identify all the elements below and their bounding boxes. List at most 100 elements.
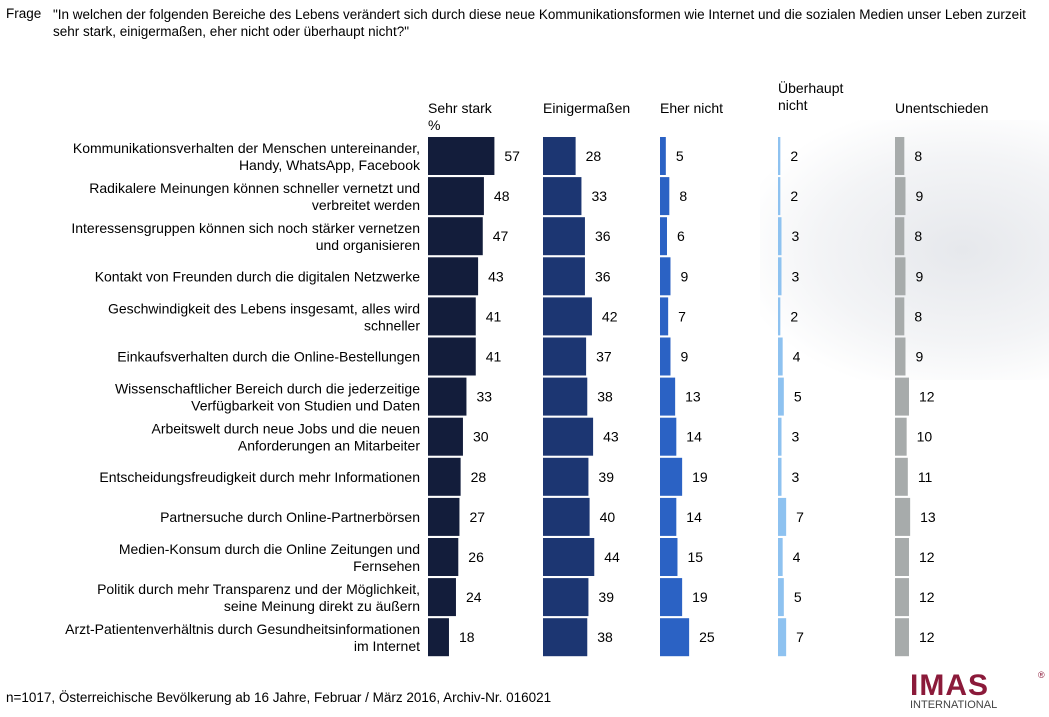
data-label: 9 [680, 268, 688, 284]
bar [778, 377, 784, 416]
footer-note: n=1017, Österreichische Bevölkerung ab 1… [6, 690, 552, 705]
data-label: 10 [917, 429, 933, 445]
bar [543, 377, 588, 416]
data-label: 38 [597, 629, 613, 645]
data-label: 3 [791, 429, 799, 445]
bar [543, 257, 585, 296]
data-label: 8 [914, 308, 922, 324]
bar [428, 257, 479, 296]
bar [778, 297, 781, 336]
imas-logo: IMAS ® INTERNATIONAL [910, 669, 1045, 711]
bar [428, 578, 456, 617]
data-label: 26 [468, 549, 484, 565]
data-label: 5 [794, 389, 802, 405]
data-label: 13 [685, 389, 701, 405]
bar [660, 618, 690, 657]
data-label: 7 [796, 629, 804, 645]
bar [660, 257, 671, 296]
data-label: 12 [919, 629, 935, 645]
data-label: 47 [493, 228, 509, 244]
bar [660, 417, 677, 456]
data-label: 9 [915, 268, 923, 284]
category-label: Politik durch mehr Transparenz und der M… [97, 581, 420, 614]
bar [660, 538, 678, 576]
data-label: 4 [793, 349, 801, 365]
data-label: 48 [494, 188, 510, 204]
bar [660, 217, 667, 256]
bar [895, 457, 908, 496]
data-label: 27 [469, 509, 485, 525]
data-label: 36 [595, 228, 611, 244]
data-label: 8 [914, 148, 922, 164]
data-label: 9 [680, 349, 688, 365]
column-header-1: Einigermaßen [543, 100, 631, 116]
bar [895, 538, 909, 576]
bar [543, 457, 589, 496]
data-label: 8 [679, 188, 687, 204]
category-label: Partnersuche durch Online-Partnerbörsen [160, 509, 420, 525]
bar [543, 417, 594, 456]
bar [778, 538, 783, 576]
data-label: 19 [692, 469, 708, 485]
data-label: 57 [504, 148, 520, 164]
logo-text: IMAS [910, 669, 989, 702]
bar [543, 337, 587, 376]
category-label: Arzt-Patientenverhältnis durch Gesundhei… [65, 621, 420, 654]
bar [428, 538, 459, 576]
data-label: 44 [604, 549, 620, 565]
data-label: 3 [791, 228, 799, 244]
category-label: Kommunikationsverhalten der Menschen unt… [73, 140, 421, 173]
bar [660, 457, 683, 496]
bar [428, 618, 449, 657]
bar [428, 297, 476, 336]
bar [543, 618, 588, 657]
data-label: 36 [595, 268, 611, 284]
data-label: 2 [790, 308, 798, 324]
category-label: Kontakt von Freunden durch die digitalen… [95, 268, 421, 284]
bar [895, 618, 909, 657]
bar [660, 377, 676, 416]
column-header-3: Überhaupt nicht [778, 80, 844, 113]
question-text: "In welchen der folgenden Bereiche des L… [53, 7, 1026, 39]
category-label: Geschwindigkeit des Lebens insgesamt, al… [108, 300, 420, 333]
bar [428, 457, 461, 496]
bar [778, 417, 782, 456]
data-label: 7 [796, 509, 804, 525]
bar [660, 137, 666, 175]
bar [895, 337, 906, 376]
bar [660, 578, 683, 617]
data-label: 8 [914, 228, 922, 244]
data-label: 39 [598, 589, 614, 605]
bar [778, 337, 783, 376]
data-label: 4 [793, 549, 801, 565]
bar [778, 177, 781, 216]
data-label: 30 [473, 429, 489, 445]
data-label: 7 [678, 308, 686, 324]
bar [428, 177, 484, 216]
logo-sub: INTERNATIONAL [910, 699, 998, 711]
background-keyboard-image [760, 120, 1049, 380]
data-label: 12 [919, 549, 935, 565]
bar [778, 578, 784, 617]
data-label: 18 [459, 629, 475, 645]
data-label: 41 [486, 349, 502, 365]
data-label: 5 [794, 589, 802, 605]
category-label: Radikalere Meinungen können schneller ve… [89, 180, 420, 213]
data-label: 28 [471, 469, 487, 485]
bar [660, 497, 677, 536]
data-label: 39 [598, 469, 614, 485]
bar [660, 177, 670, 216]
bar [428, 417, 463, 456]
bar [895, 257, 906, 296]
category-label: Medien-Konsum durch die Online Zeitungen… [119, 541, 420, 574]
category-label: Einkaufsverhalten durch die Online-Beste… [117, 349, 420, 365]
bar [895, 497, 911, 536]
data-label: 37 [596, 349, 612, 365]
data-label: 9 [915, 188, 923, 204]
bar [660, 337, 671, 376]
data-label: 14 [686, 509, 702, 525]
logo-registered: ® [1038, 670, 1045, 680]
category-label: Arbeitswelt durch neue Jobs und die neue… [151, 421, 420, 454]
column-header-4: Unentschieden [895, 100, 989, 116]
bar [778, 217, 782, 256]
